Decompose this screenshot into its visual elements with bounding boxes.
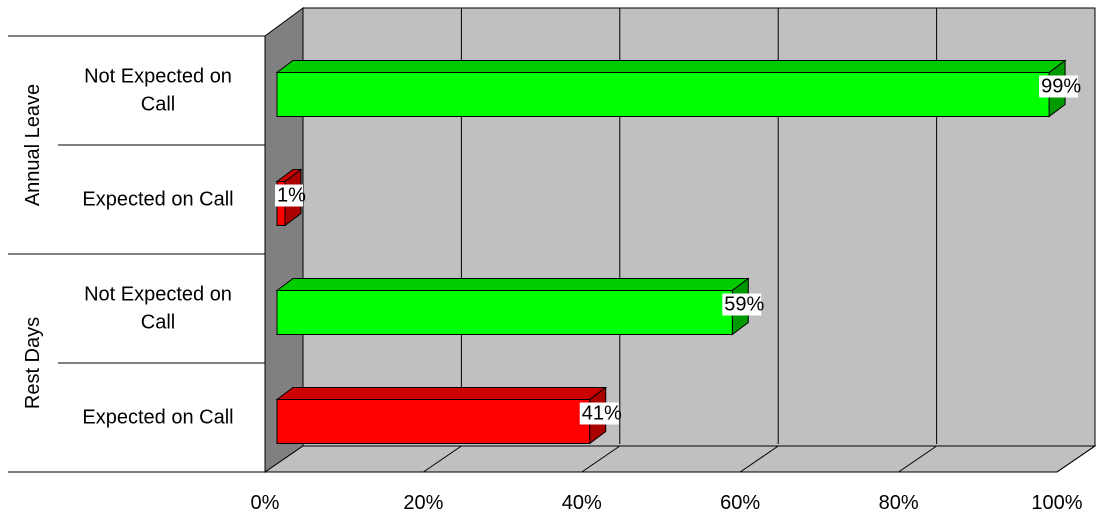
category-label: Expected on Call [82,407,233,429]
x-tick-label: 80% [879,492,919,514]
floor-gridline [423,445,462,473]
floor-gridline [581,445,621,473]
x-tick-label: 60% [720,492,760,514]
data-label: 1% [277,185,306,207]
data-label: 41% [582,403,622,425]
data-label-bg [1039,75,1079,98]
x-tick-label: 40% [562,492,602,514]
value-axis: 0% 20% 40% 60% 80% 100% [251,492,1083,514]
floor-gridline [898,445,937,473]
data-label: 99% [1041,76,1081,98]
data-label: 59% [724,294,764,316]
bar [276,399,591,444]
chart-floor [263,445,1097,473]
bar [276,72,1050,117]
category-label: Not Expected on Call [84,284,232,334]
category-axis: Annual Leave Rest Days Not Expected on Call… [8,35,265,473]
data-label-bg [579,402,619,425]
group-label: Annual Leave [22,84,44,206]
bar-top [275,60,1067,73]
bars: 99% 1% 59% 41% [275,59,1081,445]
x-tick-label: 100% [1031,492,1082,514]
floor-gridline [739,445,779,473]
floor-grid [423,445,1096,473]
data-label-bg [722,293,762,316]
floor-gridline [1056,445,1096,473]
data-label-bg [275,184,303,207]
bar-top [275,278,750,291]
x-tick-label: 20% [403,492,443,514]
group-label: Rest Days [22,317,44,409]
bar [276,290,733,335]
category-label: Not Expected on Call [84,66,232,116]
bar-top [275,387,608,400]
x-tick-label: 0% [251,492,280,514]
category-label: Expected on Call [82,189,233,211]
